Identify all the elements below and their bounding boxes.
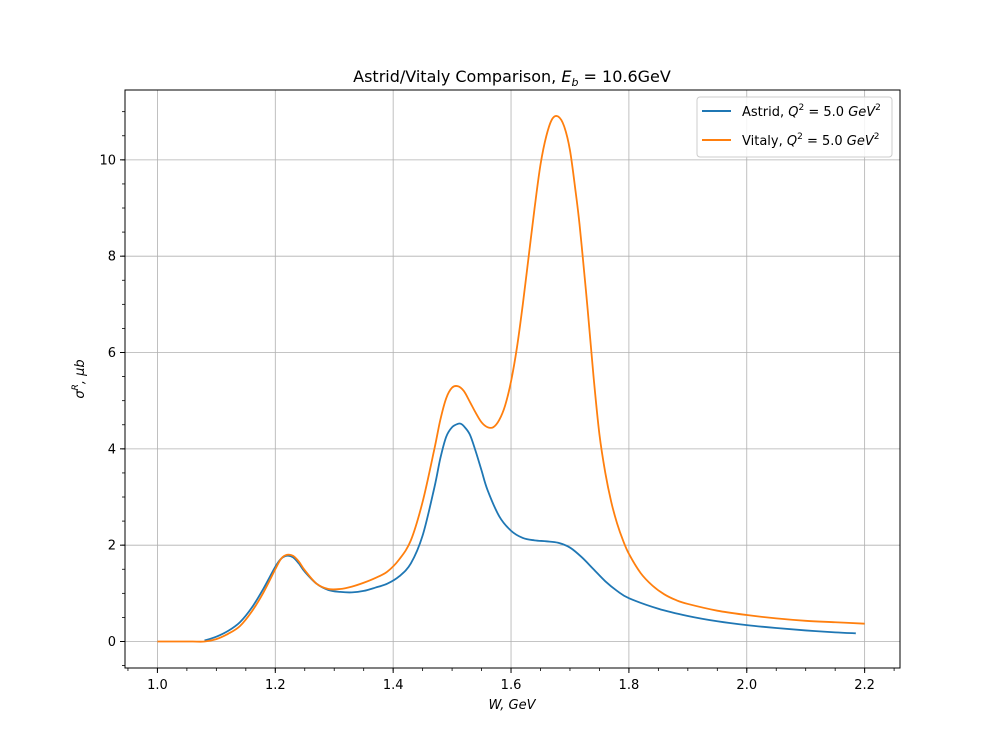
y-axis-label-superscript: R	[71, 384, 81, 390]
legend-label-vitaly-q: Q	[787, 134, 797, 149]
legend-label-vitaly-unitexp: 2	[874, 132, 880, 142]
legend-label-astrid-name: Astrid,	[742, 105, 788, 120]
x-tick-label: 1.6	[501, 678, 522, 693]
x-tick-label: 2.0	[736, 678, 757, 693]
plot-frame	[124, 89, 901, 669]
y-tick-label: 4	[108, 442, 116, 457]
y-axis-label-symbol: σ	[73, 390, 88, 399]
grid	[125, 90, 900, 668]
legend: Astrid, Q2 = 5.0 GeV2 Vitaly, Q2 = 5.0 G…	[696, 96, 893, 158]
series-line-astrid	[204, 422, 856, 642]
x-tick-label: 1.4	[383, 678, 404, 693]
x-axis-label: W, GeV	[488, 698, 536, 713]
y-tick-label: 6	[108, 346, 116, 361]
legend-label-astrid-unitexp: 2	[875, 103, 881, 113]
axis-ticks: 1.0 1.2 1.4 1.6 1.8 2.0 2.2 0 2 4 6 8 10	[99, 111, 895, 693]
x-tick-label: 2.2	[854, 678, 875, 693]
series-line-vitaly	[157, 114, 865, 643]
chart-title-prefix: Astrid/Vitaly Comparison,	[353, 67, 561, 86]
x-tick-label: 1.8	[619, 678, 640, 693]
legend-label-astrid-unit: GeV	[848, 105, 876, 120]
y-axis-label: σR, μb	[71, 359, 88, 398]
legend-box	[696, 96, 893, 158]
legend-label-vitaly-qexp: 2	[797, 132, 803, 142]
x-tick-label: 1.0	[147, 678, 168, 693]
legend-label-astrid-q: Q	[788, 105, 798, 120]
legend-label-astrid-qexp: 2	[798, 103, 804, 113]
series-lines	[157, 114, 865, 643]
x-tick-label: 1.2	[265, 678, 286, 693]
legend-label-vitaly-name: Vitaly,	[742, 134, 787, 149]
legend-label-astrid-value: = 5.0	[804, 105, 848, 120]
y-tick-label: 8	[108, 250, 116, 265]
legend-label-astrid: Astrid, Q2 = 5.0 GeV2	[742, 103, 881, 120]
legend-label-vitaly: Vitaly, Q2 = 5.0 GeV2	[742, 132, 880, 149]
chart-title-symbol: E	[561, 67, 572, 86]
y-tick-label: 0	[108, 635, 116, 650]
y-tick-label: 10	[99, 153, 116, 168]
chart-title-suffix: = 10.6GeV	[578, 67, 670, 86]
chart-title-subscript: b	[571, 76, 578, 89]
y-tick-label: 2	[108, 539, 116, 554]
y-axis-label-rest: , μb	[73, 359, 88, 384]
chart-title: Astrid/Vitaly Comparison, Eb = 10.6GeV	[353, 67, 671, 89]
legend-label-vitaly-value: = 5.0	[803, 134, 847, 149]
legend-label-vitaly-unit: GeV	[847, 134, 875, 149]
